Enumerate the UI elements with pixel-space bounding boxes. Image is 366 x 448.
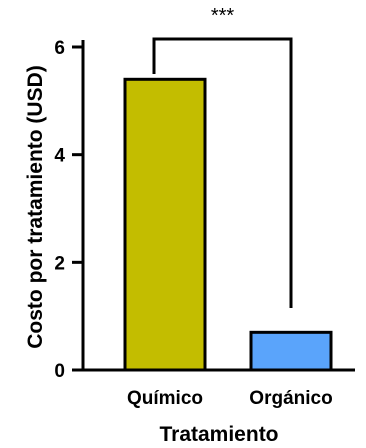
y-tick-label: 2	[54, 253, 65, 274]
y-tick-label: 6	[54, 38, 65, 59]
bars-group	[123, 77, 333, 372]
significance-bracket	[152, 37, 293, 308]
significance-bracket-group: ***	[152, 5, 293, 308]
x-axis-title: Tratamiento	[159, 423, 278, 446]
significance-label: ***	[211, 5, 235, 27]
x-category-label: Orgánico	[249, 388, 332, 409]
x-category-labels-group: Químico Orgánico	[127, 388, 333, 409]
y-tick-label: 4	[54, 146, 65, 167]
bar-1	[123, 77, 207, 372]
bar-2	[249, 330, 333, 372]
y-ticks-group: 0 2 4 6	[54, 38, 83, 382]
y-axis-title: Costo por tratamiento (USD)	[24, 65, 47, 349]
y-tick-label: 0	[54, 361, 65, 382]
x-category-label: Químico	[127, 388, 203, 409]
axes-group	[81, 40, 355, 372]
